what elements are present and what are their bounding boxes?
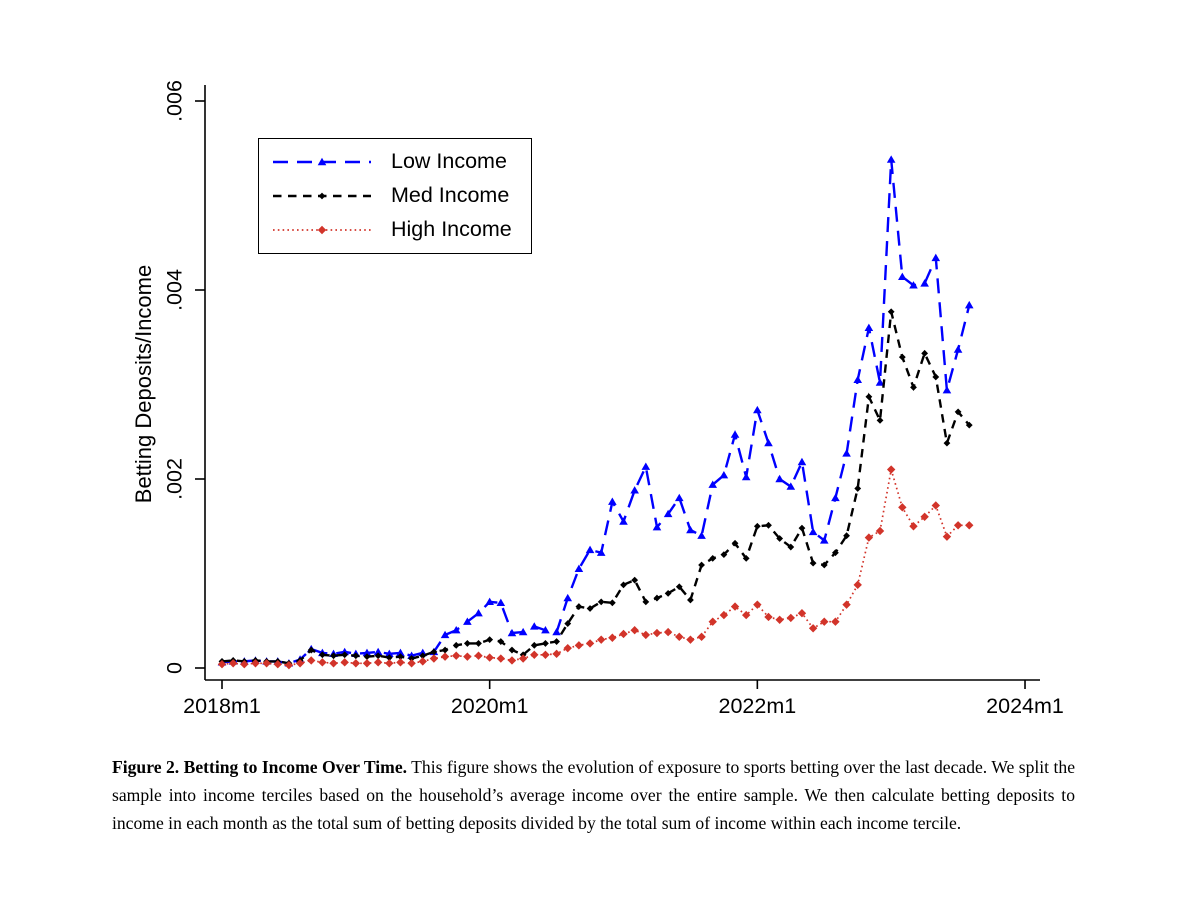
figure-caption: Figure 2. Betting to Income Over Time. T… (112, 754, 1075, 837)
line-chart: 0 .002 .004 .006 2018m1 2020m1 2022m1 2024m1 Bet… (131, 80, 1064, 718)
legend-line-sample-high (273, 225, 371, 235)
series-markers (217, 465, 974, 670)
series-markers (218, 308, 973, 667)
legend-entry-low-income: Low Income (271, 151, 519, 173)
figure-area: 0 .002 .004 .006 2018m1 2020m1 2022m1 2024m1 Bet… (131, 80, 1064, 718)
x-tick-label: 2020m1 (451, 694, 529, 718)
series-med-income (218, 308, 973, 667)
legend-sample-marker (318, 192, 326, 200)
tick-marks (195, 100, 1026, 689)
legend-entry-high-income: High Income (271, 219, 519, 241)
series-high-income (217, 465, 974, 670)
y-tick-label: 0 (163, 662, 187, 674)
axes (204, 85, 1040, 681)
x-tick-label: 2024m1 (986, 694, 1064, 718)
legend-entry-med-income: Med Income (271, 185, 519, 207)
legend-line-sample-low (273, 157, 371, 166)
y-tick-label: .004 (163, 269, 187, 311)
legend-label-med-income: Med Income (391, 183, 510, 208)
legend-label-high-income: High Income (391, 217, 512, 242)
legend-sample-marker (317, 157, 327, 166)
tick-labels: 0 .002 .004 .006 2018m1 2020m1 2022m1 2024m1 (163, 80, 1064, 718)
chart-legend: Low Income Med Income High Income (258, 138, 532, 254)
y-axis-title: Betting Deposits/Income (131, 265, 156, 503)
y-tick-label: .006 (163, 80, 187, 122)
figure-caption-text: This figure shows the evolution of expos… (112, 757, 1075, 833)
series-line (221, 469, 970, 667)
x-tick-label: 2018m1 (183, 694, 261, 718)
y-tick-label: .002 (163, 458, 187, 500)
series-line (221, 311, 971, 665)
legend-sample-marker (317, 225, 327, 235)
series-low-income (217, 155, 974, 667)
legend-line-sample-med (273, 192, 371, 200)
figure-caption-label: Figure 2. Betting to Income Over Time. (112, 757, 408, 777)
x-tick-label: 2022m1 (718, 694, 796, 718)
legend-label-low-income: Low Income (391, 149, 507, 174)
